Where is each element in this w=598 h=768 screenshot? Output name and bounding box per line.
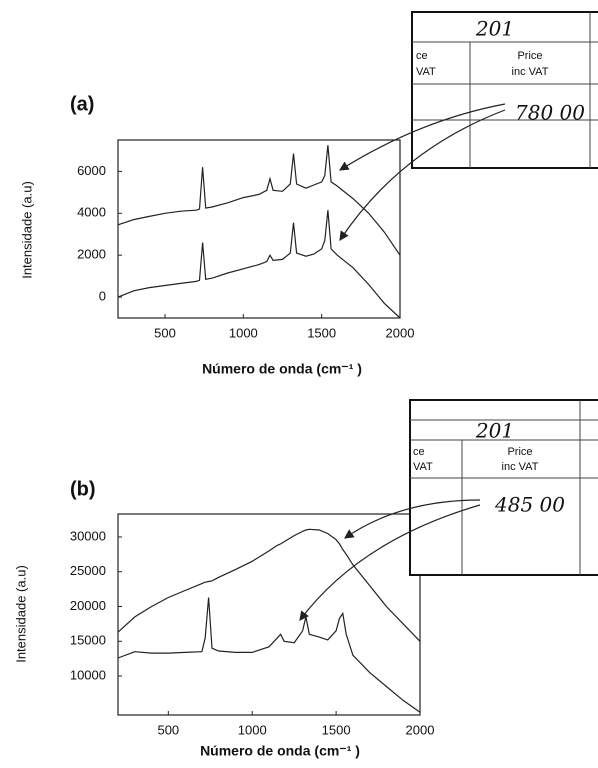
panel-label: (b) bbox=[70, 478, 96, 500]
x-tick-label: 1500 bbox=[322, 722, 351, 737]
receipt-column: ce bbox=[413, 446, 425, 458]
spectrum-line bbox=[117, 597, 421, 713]
y-tick-label: 15000 bbox=[70, 633, 106, 648]
receipt-column: VAT bbox=[416, 66, 436, 78]
plot-frame bbox=[117, 513, 421, 716]
x-tick-label: 1000 bbox=[229, 325, 258, 340]
y-tick-label: 6000 bbox=[77, 163, 106, 178]
spectrum-line bbox=[117, 145, 401, 256]
spectrum-line bbox=[117, 210, 401, 319]
spectrum-line bbox=[117, 528, 421, 642]
plot-frame bbox=[117, 139, 401, 319]
receipt-header: inc VAT bbox=[502, 461, 539, 473]
receipt-column: ce bbox=[416, 50, 428, 62]
x-tick-label: 2000 bbox=[406, 722, 435, 737]
x-tick-label: 1000 bbox=[238, 722, 267, 737]
y-axis-label: Intensidade (a.u) bbox=[19, 181, 34, 279]
receipt-column: VAT bbox=[413, 461, 433, 473]
receipt-amount: 780 00 bbox=[515, 101, 585, 125]
arrow bbox=[339, 109, 506, 241]
x-axis-label: Número de onda (cm⁻¹ ) bbox=[200, 743, 360, 759]
y-tick-label: 20000 bbox=[70, 598, 106, 613]
y-tick-label: 4000 bbox=[77, 205, 106, 220]
receipt-header: inc VAT bbox=[512, 66, 549, 78]
x-axis-label: Número de onda (cm⁻¹ ) bbox=[202, 361, 362, 377]
panel-label: (a) bbox=[70, 93, 94, 115]
arrow bbox=[299, 504, 481, 621]
y-tick-label: 30000 bbox=[70, 528, 106, 543]
y-axis-label: Intensidade (a.u) bbox=[13, 565, 28, 663]
arrow bbox=[338, 103, 506, 171]
x-tick-label: 500 bbox=[157, 722, 179, 737]
x-tick-label: 1500 bbox=[307, 325, 336, 340]
y-tick-label: 10000 bbox=[70, 667, 106, 682]
receipt-number: 201 bbox=[475, 17, 514, 41]
receipt: 201 ce VAT Price inc VAT 485 00 bbox=[409, 399, 598, 576]
arrow bbox=[344, 499, 481, 539]
receipt-number: 201 bbox=[475, 419, 514, 443]
receipt-amount: 485 00 bbox=[494, 493, 565, 517]
y-tick-label: 2000 bbox=[77, 247, 106, 262]
receipt: 201 ce VAT Price inc VAT 780 00 bbox=[411, 11, 598, 169]
x-tick-label: 500 bbox=[154, 325, 176, 340]
receipt-header: Price bbox=[507, 446, 532, 458]
y-tick-label: 0 bbox=[99, 288, 106, 303]
receipt-header: Price bbox=[517, 50, 542, 62]
y-tick-label: 25000 bbox=[70, 563, 106, 578]
x-tick-label: 2000 bbox=[386, 325, 415, 340]
